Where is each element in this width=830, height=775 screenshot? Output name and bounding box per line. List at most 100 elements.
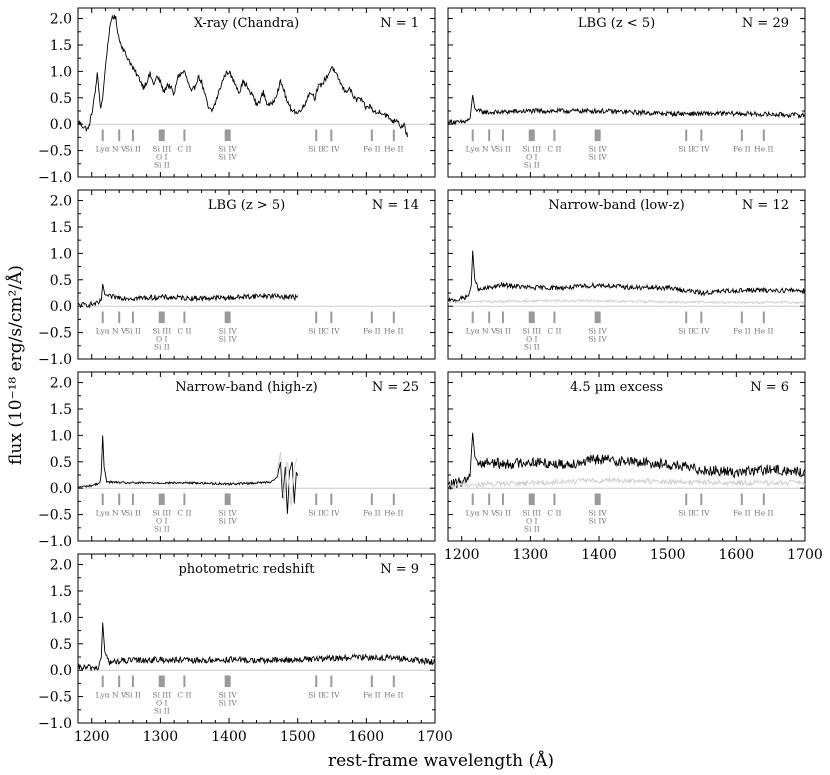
line-marker xyxy=(685,311,688,324)
line-marker xyxy=(158,129,165,142)
line-label: Lyα xyxy=(96,691,110,700)
line-marker xyxy=(101,675,104,688)
line-marker xyxy=(740,129,743,142)
line-label: Si II xyxy=(125,327,141,336)
panel-count: N = 9 xyxy=(380,562,419,577)
line-label: C IV xyxy=(693,327,710,336)
line-label: Fe II xyxy=(363,691,381,700)
line-label: Si IV Si IV xyxy=(219,327,238,344)
line-label: Si IV Si IV xyxy=(589,145,608,162)
line-label: Si III O I Si II xyxy=(522,327,541,352)
spectrum-line xyxy=(78,622,435,672)
line-marker xyxy=(392,493,395,506)
ytick-label: 0.5 xyxy=(50,91,72,107)
line-marker xyxy=(370,493,373,506)
line-label: Si IV Si IV xyxy=(589,327,608,344)
panel-title: X-ray (Chandra) xyxy=(194,16,300,31)
line-label: N V xyxy=(112,691,127,700)
line-label: Lyα xyxy=(96,509,110,518)
ytick-label: 0.0 xyxy=(50,663,72,679)
spectrum-line xyxy=(448,95,805,126)
line-label: Si II xyxy=(125,691,141,700)
ytick-label: 1.5 xyxy=(50,220,72,236)
line-marker xyxy=(315,129,318,142)
line-label: Si II xyxy=(125,145,141,154)
line-label: Si II xyxy=(678,145,694,154)
line-label: Si IV Si IV xyxy=(589,509,608,526)
line-label: C II xyxy=(547,327,561,336)
line-marker xyxy=(118,675,121,688)
ytick-label: 0.5 xyxy=(50,637,72,653)
line-label: Si II xyxy=(495,509,511,518)
line-marker xyxy=(118,311,121,324)
line-marker xyxy=(594,129,601,142)
line-marker xyxy=(594,311,601,324)
line-marker xyxy=(131,129,134,142)
line-label: N V xyxy=(482,509,497,518)
xtick-label: 1200 xyxy=(444,547,480,563)
line-label: Lyα xyxy=(96,145,110,154)
line-marker xyxy=(183,311,186,324)
line-marker xyxy=(370,129,373,142)
line-label: Si II xyxy=(308,691,324,700)
line-label: Si III O I Si II xyxy=(522,145,541,170)
line-label: N V xyxy=(482,327,497,336)
line-marker xyxy=(101,493,104,506)
line-label: Lyα xyxy=(96,327,110,336)
xtick-label: 1200 xyxy=(74,729,110,745)
line-label: C II xyxy=(177,327,191,336)
ytick-label: −1.0 xyxy=(38,716,72,732)
line-label: He II xyxy=(754,327,773,336)
ytick-label: −0.5 xyxy=(38,508,72,524)
line-marker xyxy=(740,311,743,324)
line-marker xyxy=(488,129,491,142)
line-marker xyxy=(528,311,535,324)
line-marker xyxy=(392,129,395,142)
line-marker xyxy=(501,493,504,506)
line-marker xyxy=(488,493,491,506)
line-label: Si II xyxy=(678,509,694,518)
line-marker xyxy=(101,311,104,324)
line-marker xyxy=(488,311,491,324)
error-spectrum-line xyxy=(276,452,298,506)
line-marker xyxy=(224,675,231,688)
line-marker xyxy=(183,493,186,506)
ytick-label: −1.0 xyxy=(38,534,72,550)
ytick-label: 0.0 xyxy=(50,481,72,497)
line-marker xyxy=(131,311,134,324)
line-marker xyxy=(762,129,765,142)
xtick-label: 1700 xyxy=(417,729,453,745)
ytick-label: 1.5 xyxy=(50,402,72,418)
xtick-label: 1400 xyxy=(581,547,617,563)
line-label: Si III O I Si II xyxy=(152,509,171,534)
ytick-label: 0.5 xyxy=(50,455,72,471)
line-marker xyxy=(330,675,333,688)
panel-title: Narrow-band (low-z) xyxy=(548,198,684,213)
line-marker xyxy=(315,311,318,324)
panel-title: LBG (z > 5) xyxy=(208,198,285,213)
line-marker xyxy=(330,129,333,142)
line-marker xyxy=(392,311,395,324)
line-label: Si III O I Si II xyxy=(152,691,171,716)
panel-count: N = 25 xyxy=(372,380,419,395)
line-marker xyxy=(553,493,556,506)
ytick-label: 1.5 xyxy=(50,38,72,54)
panel-title: Narrow-band (high-z) xyxy=(175,380,317,395)
line-marker xyxy=(501,129,504,142)
line-label: N V xyxy=(112,145,127,154)
ytick-label: −0.5 xyxy=(38,144,72,160)
line-marker xyxy=(528,129,535,142)
line-label: Si III O I Si II xyxy=(522,509,541,534)
line-marker xyxy=(183,129,186,142)
line-marker xyxy=(528,493,535,506)
line-label: N V xyxy=(112,327,127,336)
line-label: He II xyxy=(384,691,403,700)
panel-title: photometric redshift xyxy=(178,562,315,577)
line-label: Si III O I Si II xyxy=(152,145,171,170)
line-label: C IV xyxy=(693,509,710,518)
panel-title: LBG (z < 5) xyxy=(578,16,655,31)
line-marker xyxy=(315,493,318,506)
line-label: Si II xyxy=(308,509,324,518)
